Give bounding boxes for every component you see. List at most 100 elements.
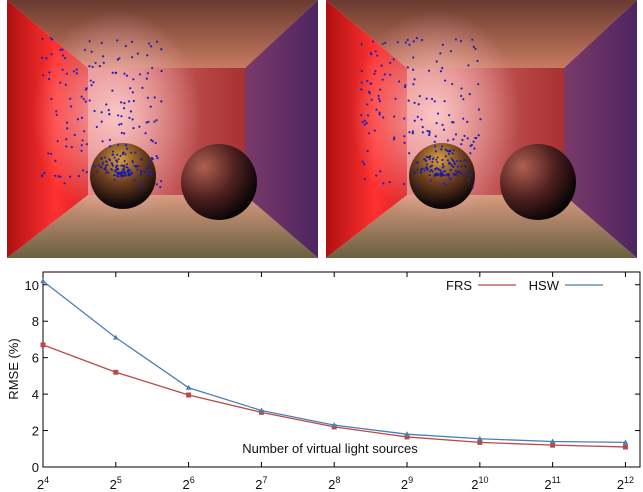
vpl-dot <box>375 175 377 177</box>
vpl-dot <box>126 148 128 150</box>
vpl-dot <box>96 171 98 173</box>
legend-label: FRS <box>446 278 472 293</box>
marker <box>186 393 191 398</box>
vpl-dot <box>467 170 469 172</box>
vpl-dot <box>116 168 118 170</box>
vpl-dot <box>81 96 83 98</box>
vpl-dot <box>113 174 115 176</box>
marker <box>113 370 118 375</box>
vpl-dot <box>66 122 68 124</box>
vpl-dot <box>118 172 120 174</box>
vpl-dot <box>426 163 428 165</box>
vpl-dot <box>394 98 396 100</box>
vpl-dot <box>412 130 414 132</box>
vpl-dot <box>156 41 158 43</box>
vpl-dot <box>382 116 384 118</box>
vpl-dot <box>393 137 395 139</box>
sphere <box>500 144 576 220</box>
vpl-dot <box>110 168 112 170</box>
vpl-dot <box>452 149 454 151</box>
vpl-dot <box>156 155 158 157</box>
vpl-dot <box>361 70 363 72</box>
tick-exponent: 7 <box>263 475 268 485</box>
vpl-dot <box>120 101 122 103</box>
vpl-dot <box>114 170 116 172</box>
vpl-dot <box>363 163 365 165</box>
vpl-dot <box>393 115 395 117</box>
tick-base: 2 <box>328 477 335 492</box>
vpl-dot <box>403 183 405 185</box>
vpl-dot <box>443 165 445 167</box>
vpl-dot <box>466 160 468 162</box>
vpl-dot <box>467 64 469 66</box>
legend-label: HSW <box>529 278 560 293</box>
tick-base: 2 <box>110 477 117 492</box>
vpl-dot <box>398 80 400 82</box>
vpl-dot <box>361 81 363 83</box>
vpl-dot <box>91 66 93 68</box>
vpl-dot <box>148 165 150 167</box>
x-tick-label: 211 <box>544 475 561 492</box>
tick-exponent: 5 <box>117 475 122 485</box>
x-tick-label: 29 <box>401 475 413 492</box>
vpl-dot <box>121 175 123 177</box>
tick-base: 2 <box>617 477 624 492</box>
vpl-dot <box>130 110 132 112</box>
vpl-dot <box>116 154 118 156</box>
vpl-dot <box>426 98 428 100</box>
y-tick-label: 10 <box>25 278 39 293</box>
vpl-dot <box>452 152 454 154</box>
vpl-dot <box>139 73 141 75</box>
vpl-dot <box>141 158 143 160</box>
vpl-dot <box>442 163 444 165</box>
vpl-dot <box>104 156 106 158</box>
vpl-dot <box>476 60 478 62</box>
render-panels <box>7 0 637 258</box>
vpl-dot <box>150 139 152 141</box>
vpl-dot <box>140 173 142 175</box>
vpl-dot <box>441 67 443 69</box>
vpl-dot <box>443 129 445 131</box>
vpl-dot <box>442 44 444 46</box>
tick-base: 2 <box>182 477 189 492</box>
vpl-dot <box>463 175 465 177</box>
vpl-dot <box>407 39 409 41</box>
vpl-dot <box>435 159 437 161</box>
vpl-dot <box>126 166 128 168</box>
vpl-dot <box>470 174 472 176</box>
vpl-dot <box>105 172 107 174</box>
vpl-dot <box>378 98 380 100</box>
vpl-dot <box>116 160 118 162</box>
vpl-dot <box>45 57 47 59</box>
vpl-dot <box>81 144 83 146</box>
vpl-dot <box>81 117 83 119</box>
vpl-dot <box>111 89 113 91</box>
vpl-dot <box>368 91 370 93</box>
vpl-dot <box>83 130 85 132</box>
vpl-dot <box>366 103 368 105</box>
tick-exponent: 8 <box>335 475 340 485</box>
y-tick-label: 0 <box>32 460 39 475</box>
vpl-dot <box>460 166 462 168</box>
vpl-dot <box>473 147 475 149</box>
vpl-dot <box>131 56 133 58</box>
vpl-dot <box>444 174 446 176</box>
vpl-dot <box>364 178 366 180</box>
vpl-dot <box>71 146 73 148</box>
vpl-dot <box>479 118 481 120</box>
vpl-dot <box>461 173 463 175</box>
tick-exponent: 10 <box>478 475 488 485</box>
vpl-dot <box>454 163 456 165</box>
vpl-dot <box>147 72 149 74</box>
vpl-dot <box>84 49 86 51</box>
vpl-dot <box>439 169 441 171</box>
vpl-dot <box>74 134 76 136</box>
vpl-dot <box>151 157 153 159</box>
vpl-dot <box>414 172 416 174</box>
vpl-dot <box>146 54 148 56</box>
vpl-dot <box>378 113 380 115</box>
vpl-dot <box>69 176 71 178</box>
vpl-dot <box>439 52 441 54</box>
vpl-dot <box>117 114 119 116</box>
vpl-dot <box>408 152 410 154</box>
